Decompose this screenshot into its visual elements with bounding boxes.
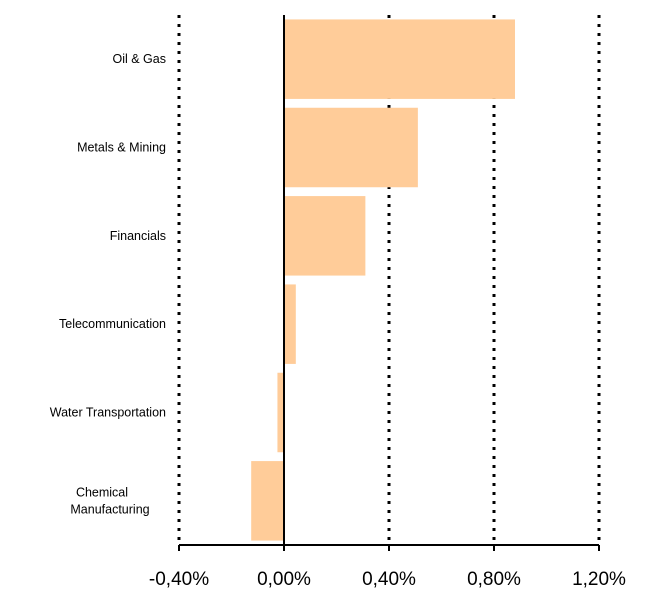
bar [284, 196, 366, 276]
category-labels: Oil & Gas Metals & Mining Financials Teleco… [50, 52, 166, 516]
bar [284, 107, 418, 188]
x-tick-label: 0,40% [362, 569, 416, 589]
x-tick-label: 1,20% [572, 569, 626, 589]
bar [251, 461, 284, 541]
x-tick-labels: -0,40% 0,00% 0,40% 0,80% 1,20% [149, 569, 626, 589]
x-tick-label: 0,00% [257, 569, 311, 589]
category-label: Telecommunication [59, 317, 166, 331]
category-label: Metals & Mining [77, 141, 166, 155]
bar [284, 19, 515, 99]
bars [251, 19, 515, 541]
category-label: Financials [110, 229, 166, 243]
category-label: Manufacturing [70, 502, 149, 516]
bar [284, 284, 296, 364]
bar [277, 372, 284, 453]
x-tick-label: 0,80% [467, 569, 521, 589]
x-tick-label: -0,40% [149, 569, 209, 589]
category-label: Water Transportation [50, 406, 166, 420]
category-label: Oil & Gas [113, 52, 167, 66]
axes [178, 15, 600, 551]
gridlines [177, 15, 601, 545]
category-label: Chemical [76, 485, 128, 499]
